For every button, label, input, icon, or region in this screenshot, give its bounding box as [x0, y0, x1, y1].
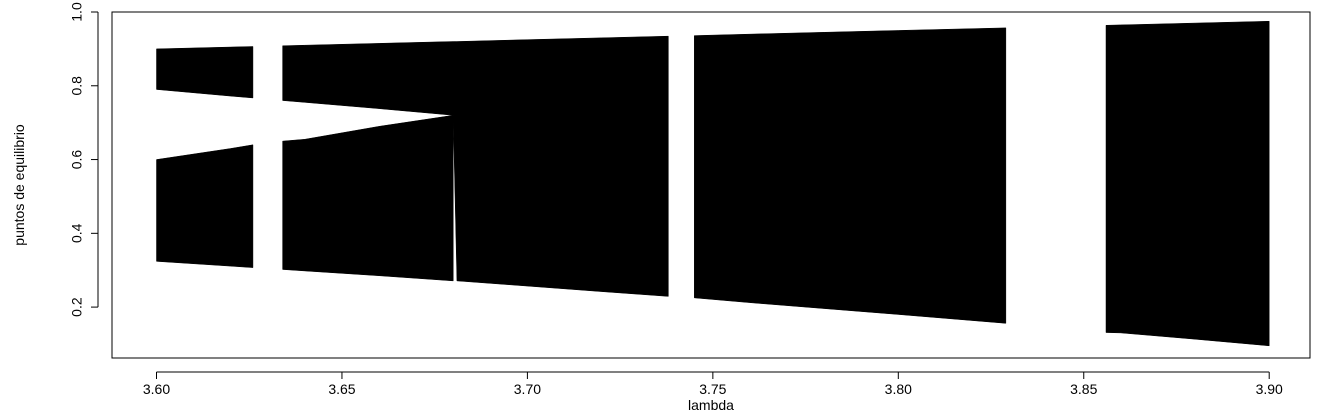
y-tick-label: 0.4	[69, 223, 85, 243]
chaotic-band	[1105, 20, 1270, 347]
x-tick-label: 3.65	[328, 381, 355, 397]
x-tick-label: 3.85	[1070, 381, 1097, 397]
chaotic-band	[694, 27, 1007, 324]
x-axis-label: lambda	[688, 397, 734, 413]
x-tick-label: 3.90	[1256, 381, 1283, 397]
x-tick-label: 3.80	[885, 381, 912, 397]
chaotic-band	[282, 35, 669, 297]
y-tick-label: 1.0	[69, 2, 85, 22]
chaotic-band	[282, 114, 454, 282]
y-tick-label: 0.8	[69, 76, 85, 96]
x-tick-label: 3.75	[699, 381, 726, 397]
y-axis-label: puntos de equilibrio	[11, 124, 27, 246]
x-tick-label: 3.60	[143, 381, 170, 397]
plot-frame	[111, 11, 1311, 359]
chaotic-band	[156, 46, 254, 99]
y-tick-label: 0.6	[69, 150, 85, 170]
chaotic-band	[156, 144, 254, 268]
x-tick-label: 3.70	[514, 381, 541, 397]
y-tick-label: 0.2	[69, 297, 85, 317]
